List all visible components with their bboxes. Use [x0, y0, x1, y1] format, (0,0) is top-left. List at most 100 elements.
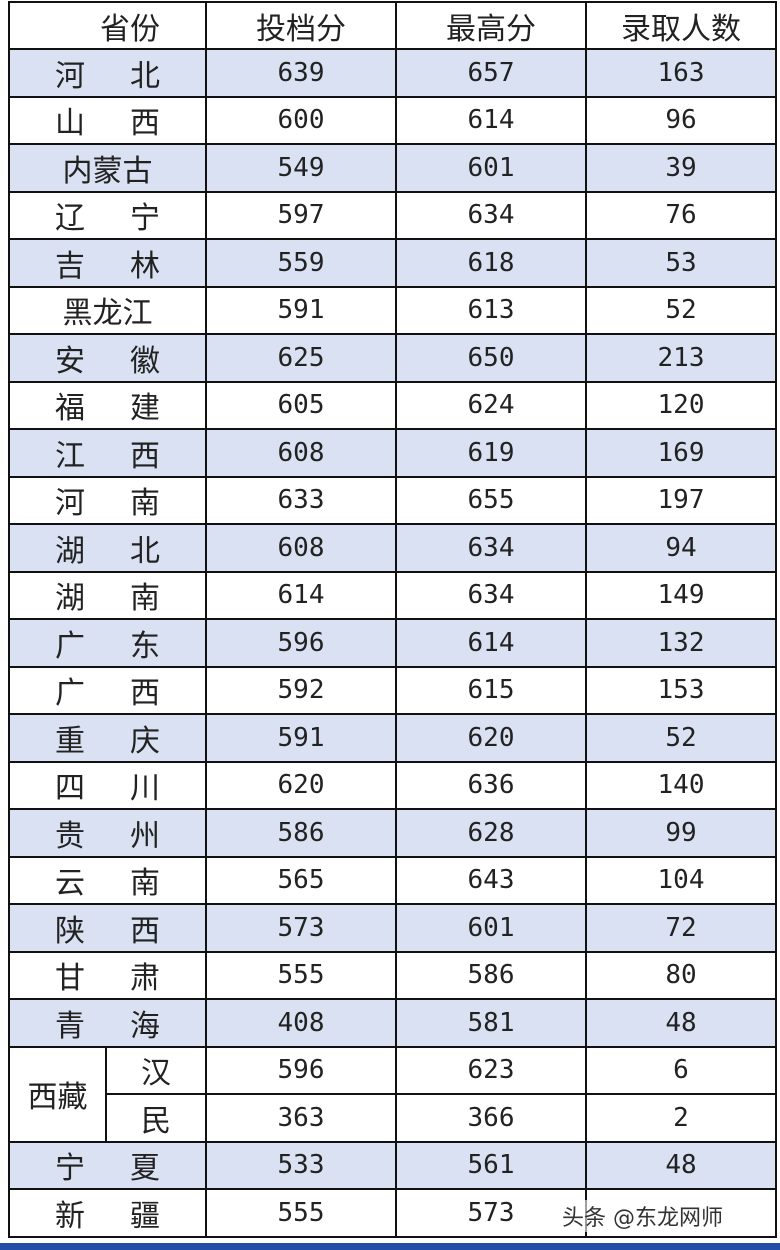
province-char: 贵: [55, 818, 85, 854]
watermark: 头条 @东龙网师: [562, 1200, 723, 1232]
province-char: 河: [55, 58, 85, 94]
province-char: 北: [130, 533, 160, 569]
toudang-cell: 533: [205, 1140, 397, 1190]
table-row: 陕西 573 601 72: [8, 903, 777, 953]
max-score-cell: 643: [395, 855, 587, 905]
max-score-cell: 614: [395, 618, 587, 668]
province-cell: 青海: [8, 998, 207, 1048]
count-cell: 6: [585, 1045, 777, 1095]
province-cell: 安徽: [8, 333, 207, 383]
province-char: 甘: [55, 961, 85, 997]
table-row: 甘肃 555 586 80: [8, 950, 777, 1000]
province-char: 州: [130, 818, 160, 854]
province-char: 东: [130, 628, 160, 664]
max-score-cell: 657: [395, 48, 587, 98]
province-cell: 陕西: [8, 903, 207, 953]
province-char: 云: [55, 866, 85, 902]
count-cell: 132: [585, 618, 777, 668]
max-score-cell: 634: [395, 570, 587, 620]
province-char: 广: [55, 676, 85, 712]
toudang-cell: 363: [205, 1093, 397, 1143]
province-char: 四: [55, 771, 85, 807]
count-cell: 53: [585, 238, 777, 288]
toudang-cell: 592: [205, 665, 397, 715]
max-score-cell: 636: [395, 760, 587, 810]
province-cell: 湖南: [8, 570, 207, 620]
province-char: 山: [55, 106, 85, 142]
table-row: 福建 605 624 120: [8, 380, 777, 430]
count-cell: 52: [585, 713, 777, 763]
province-cell: 江西: [8, 428, 207, 478]
table-row: 宁夏 533 561 48: [8, 1140, 777, 1190]
max-score-cell: 618: [395, 238, 587, 288]
table-row: 辽宁 597 634 76: [8, 190, 777, 240]
province-char: 徽: [130, 343, 160, 379]
province-cell: 云南: [8, 855, 207, 905]
toudang-cell: 600: [205, 95, 397, 145]
province-char: 吉: [55, 248, 85, 284]
count-cell: 213: [585, 333, 777, 383]
count-cell: 80: [585, 950, 777, 1000]
table-row: 河 南 633 655 197: [8, 475, 777, 525]
max-score-cell: 628: [395, 808, 587, 858]
toudang-cell: 559: [205, 238, 397, 288]
bottom-bar: [0, 1243, 780, 1250]
province-cell: 吉林: [8, 238, 207, 288]
max-score-cell: 613: [395, 285, 587, 335]
count-cell: 48: [585, 998, 777, 1048]
table-row: 新疆 555 573: [8, 1188, 777, 1238]
toudang-cell: 620: [205, 760, 397, 810]
count-cell: 163: [585, 48, 777, 98]
province-char: 广: [55, 628, 85, 664]
province-char: 新: [55, 1198, 85, 1234]
toudang-cell: 633: [205, 475, 397, 525]
province-char: 庆: [130, 723, 160, 759]
toudang-cell: 596: [205, 1045, 397, 1095]
province-cell: 福建: [8, 380, 207, 430]
table-row: 云南 565 643 104: [8, 855, 777, 905]
max-score-cell: 619: [395, 428, 587, 478]
toudang-cell: 573: [205, 903, 397, 953]
province-char: 疆: [130, 1198, 160, 1234]
province-char: 福: [55, 391, 85, 427]
province-cell: 贵州: [8, 808, 207, 858]
count-cell: 72: [585, 903, 777, 953]
header-row: 省份 投档分 最高分 录取人数: [8, 1, 777, 50]
toudang-cell: 555: [205, 1188, 397, 1238]
count-cell: 120: [585, 380, 777, 430]
province-char: 重: [55, 723, 85, 759]
admission-score-table: 省份 投档分 最高分 录取人数 河北 639 657 163 山西 600 614 96 内蒙古…: [8, 1, 777, 1238]
toudang-cell: 555: [205, 950, 397, 1000]
toudang-cell: 596: [205, 618, 397, 668]
province-char: 河: [55, 486, 85, 522]
max-score-cell: 601: [395, 903, 587, 953]
header-province: 省份: [8, 1, 207, 50]
count-cell: 48: [585, 1140, 777, 1190]
table-row: 贵州 586 628 99: [8, 808, 777, 858]
max-score-cell: 650: [395, 333, 587, 383]
province-char: 青: [55, 1008, 85, 1044]
province-cell: 重庆: [8, 713, 207, 763]
province-char: 南: [130, 866, 160, 902]
province-char: 西: [130, 913, 160, 949]
province-cell: 甘肃: [8, 950, 207, 1000]
max-score-cell: 655: [395, 475, 587, 525]
count-cell: 94: [585, 523, 777, 573]
province-char: 夏: [130, 1151, 160, 1187]
toudang-cell: 586: [205, 808, 397, 858]
count-cell: 197: [585, 475, 777, 525]
province-cell: 内蒙古: [8, 143, 207, 193]
table-row: 吉林 559 618 53: [8, 238, 777, 288]
table-row: 黑龙江 591 613 52: [8, 285, 777, 335]
count-cell: 104: [585, 855, 777, 905]
toudang-cell: 591: [205, 713, 397, 763]
count-cell: 76: [585, 190, 777, 240]
province-char: 南: [130, 486, 160, 522]
header-count: 录取人数: [585, 1, 777, 50]
table-row: 广西 592 615 153: [8, 665, 777, 715]
province-cell: 西藏: [8, 1045, 107, 1143]
province-cell: 河北: [8, 48, 207, 98]
province-char: 海: [130, 1008, 160, 1044]
count-cell: 153: [585, 665, 777, 715]
count-cell: 169: [585, 428, 777, 478]
